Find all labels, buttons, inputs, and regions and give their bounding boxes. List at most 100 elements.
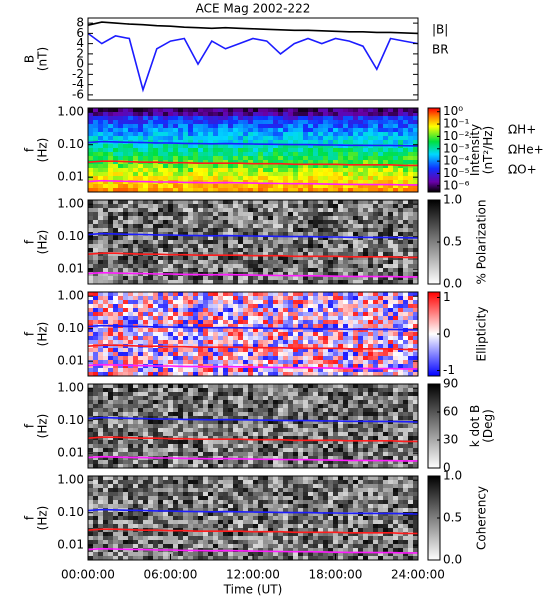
spectrogram-cell (318, 108, 324, 113)
spectrogram-cell (358, 152, 364, 157)
spectrogram-cell (188, 352, 194, 357)
spectrogram-cell (198, 200, 204, 205)
spectrogram-cell (413, 240, 419, 245)
spectrogram-cell (148, 216, 154, 221)
spectrogram-cell (113, 156, 119, 161)
spectrogram-cell (298, 240, 304, 245)
spectrogram-cell (208, 352, 214, 357)
spectrogram-cell (133, 312, 139, 317)
spectrogram-cell (173, 384, 179, 389)
spectrogram-cell (178, 220, 184, 225)
spectrogram-cell (168, 228, 174, 233)
spectrogram-cell (188, 312, 194, 317)
spectrogram-cell (313, 132, 319, 137)
spectrogram-cell (148, 248, 154, 253)
spectrogram-cell (408, 108, 414, 113)
spectrogram-cell (198, 112, 204, 117)
spectrogram-cell (233, 136, 239, 141)
spectrogram-cell (348, 180, 354, 185)
spectrogram-cell (203, 260, 209, 265)
spectrogram-cell (98, 116, 104, 121)
spectrogram-cell (133, 368, 139, 373)
spectrogram-cell (323, 188, 329, 193)
spectrogram-cell (263, 168, 269, 173)
spectrogram-cell (363, 200, 369, 205)
spectrogram-cell (278, 136, 284, 141)
spectrogram-cell (113, 152, 119, 157)
spectrogram-cell (203, 464, 209, 469)
spectrogram-cell (113, 344, 119, 349)
spectrogram-cell (218, 152, 224, 157)
spectrogram-cell (388, 364, 394, 369)
spectrogram-cell (173, 392, 179, 397)
spectrogram-cell (353, 236, 359, 241)
spectrogram-cell (108, 444, 114, 449)
spectrogram-cell (153, 224, 159, 229)
spectrogram-cell (203, 152, 209, 157)
spectrogram-cell (143, 336, 149, 341)
spectrogram-cell (93, 456, 99, 461)
spectrogram-cell (198, 204, 204, 209)
spectrogram-cell (348, 232, 354, 237)
spectrogram-cell (163, 128, 169, 133)
spectrogram-cell (188, 280, 194, 285)
spectrogram-cell (368, 364, 374, 369)
spectrogram-cell (303, 364, 309, 369)
spectrogram-cell (168, 244, 174, 249)
spectrogram-cell (168, 164, 174, 169)
spectrogram-cell (173, 292, 179, 297)
spectrogram-cell (383, 184, 389, 189)
spectrogram-cell (333, 332, 339, 337)
spectrogram-cell (408, 320, 414, 325)
spectrogram-cell (188, 268, 194, 273)
spectrogram-cell (383, 172, 389, 177)
spectrogram-cell (348, 204, 354, 209)
spectrogram-cell (138, 224, 144, 229)
spectrogram-cell (98, 184, 104, 189)
spectrogram-cell (413, 336, 419, 341)
spectrogram-cell (303, 228, 309, 233)
spectrogram-cell (343, 340, 349, 345)
spectrogram-cell (303, 200, 309, 205)
spectrogram-cell (338, 268, 344, 273)
spectrogram-cell (223, 400, 229, 405)
spectrogram-cell (298, 332, 304, 337)
spectrogram-cell (88, 268, 94, 273)
spectrogram-cell (88, 384, 94, 389)
spectrogram-cell (163, 440, 169, 445)
spectrogram-cell (308, 152, 314, 157)
spectrogram-cell (108, 388, 114, 393)
spectrogram-cell (118, 268, 124, 273)
spectrogram-cell (323, 124, 329, 129)
spectrogram-cell (353, 112, 359, 117)
spectrogram-cell (138, 352, 144, 357)
spectrogram-cell (258, 140, 264, 145)
spectrogram-cell (278, 176, 284, 181)
spectrogram-cell (298, 184, 304, 189)
spectrogram-cell (183, 392, 189, 397)
spectrogram-cell (388, 268, 394, 273)
spectrogram-cell (398, 164, 404, 169)
spectrogram-cell (358, 184, 364, 189)
spectrogram-cell (98, 208, 104, 213)
spectrogram-cell (413, 296, 419, 301)
spectrogram-cell (113, 204, 119, 209)
spectrogram-cell (308, 296, 314, 301)
spectrogram-cell (263, 160, 269, 165)
spectrogram-cell (88, 228, 94, 233)
spectrogram-cell (253, 112, 259, 117)
spectrogram-cell (108, 432, 114, 437)
spectrogram-cell (403, 116, 409, 121)
spectrogram-cell (303, 116, 309, 121)
spectrogram-cell (148, 432, 154, 437)
spectrogram-cell (108, 216, 114, 221)
spectrogram-cell (398, 372, 404, 377)
spectrogram-cell (348, 120, 354, 125)
spectrogram-cell (93, 412, 99, 417)
spectrogram-cell (323, 232, 329, 237)
spectrogram-cell (328, 344, 334, 349)
spectrogram-cell (398, 356, 404, 361)
spectrogram-cell (123, 408, 129, 413)
spectrogram-cell (333, 324, 339, 329)
